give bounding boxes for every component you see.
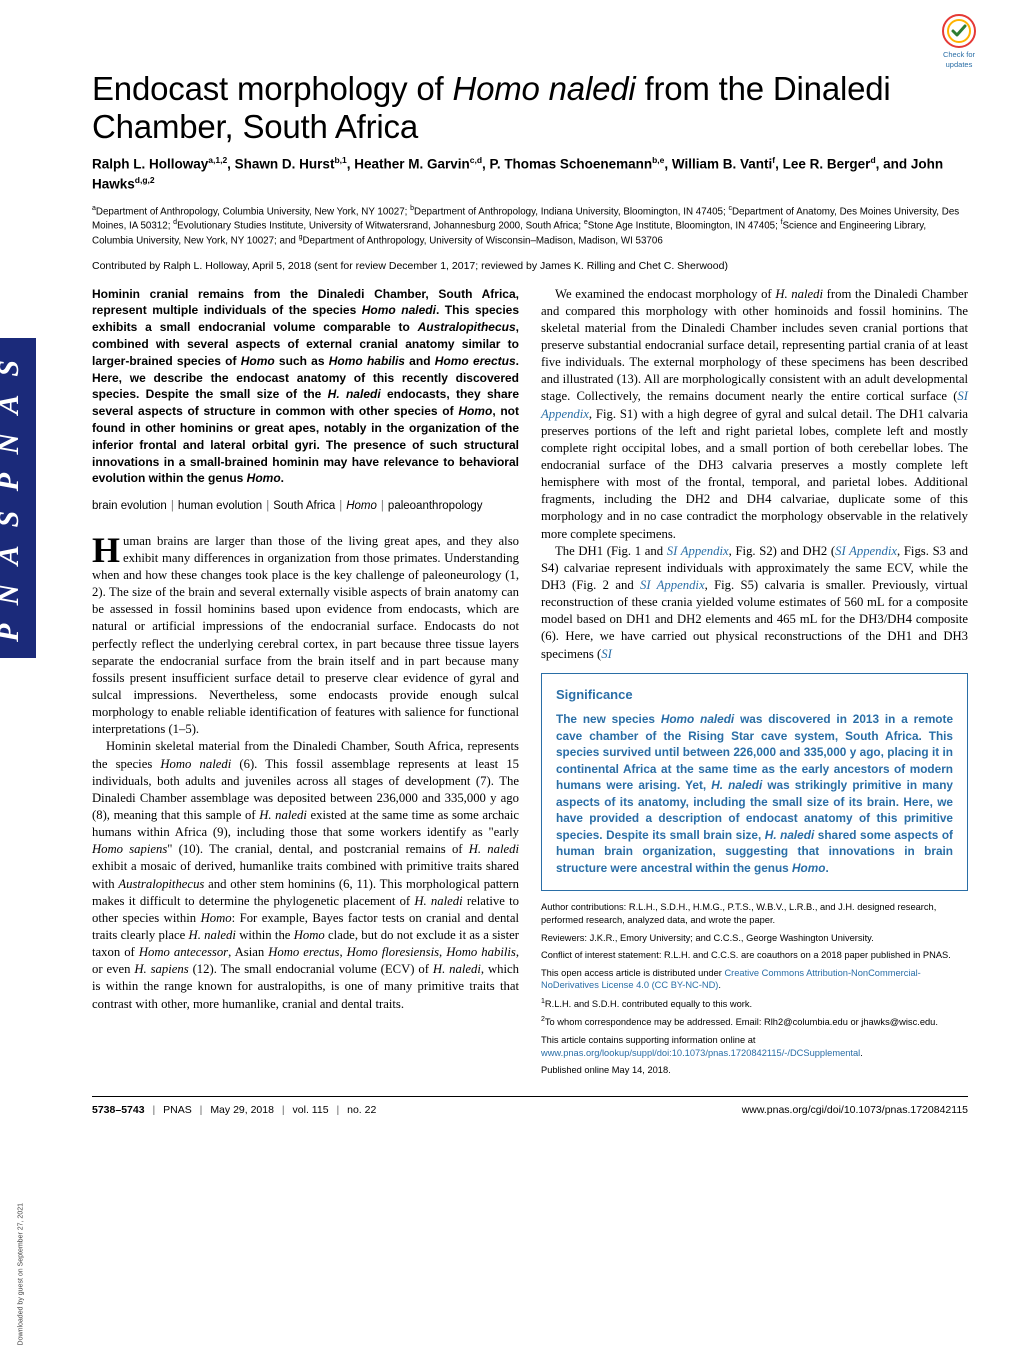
footer-left: 5738–5743 | PNAS | May 29, 2018 | vol. 1… xyxy=(92,1103,376,1117)
crossmark-icon xyxy=(942,14,976,48)
dropcap: H xyxy=(92,533,123,566)
reviewers: Reviewers: J.K.R., Emory University; and… xyxy=(541,932,968,945)
correspondence: 2To whom correspondence may be addressed… xyxy=(541,1015,968,1029)
keyword: South Africa xyxy=(273,500,335,512)
footer-vol: vol. 115 xyxy=(293,1104,329,1116)
author-list: Ralph L. Hollowaya,1,2, Shawn D. Hurstb,… xyxy=(92,154,968,194)
abstract: Hominin cranial remains from the Dinaled… xyxy=(92,286,519,488)
affiliations: aDepartment of Anthropology, Columbia Un… xyxy=(92,204,968,247)
crossmark-label-1: Check for xyxy=(936,50,982,60)
significance-text: The new species Homo naledi was discover… xyxy=(556,711,953,876)
title-part1: Endocast morphology of xyxy=(92,70,452,107)
significance-heading: Significance xyxy=(556,686,953,704)
article-title: Endocast morphology of Homo naledi from … xyxy=(92,70,968,146)
keywords: brain evolution|human evolution|South Af… xyxy=(92,499,519,515)
keyword: paleoanthropology xyxy=(388,500,483,512)
published-date: Published online May 14, 2018. xyxy=(541,1064,968,1077)
column-left: Hominin cranial remains from the Dinaled… xyxy=(92,286,519,1082)
supporting-info: This article contains supporting informa… xyxy=(541,1034,968,1059)
footer-right: www.pnas.org/cgi/doi/10.1073/pnas.172084… xyxy=(742,1103,968,1117)
page-footer: 5738–5743 | PNAS | May 29, 2018 | vol. 1… xyxy=(92,1101,968,1117)
keyword-separator: | xyxy=(167,500,178,512)
license: This open access article is distributed … xyxy=(541,967,968,992)
body-p3: We examined the endocast morphology of H… xyxy=(541,286,968,543)
keyword-separator: | xyxy=(335,500,346,512)
footer-doi: www.pnas.org/cgi/doi/10.1073/pnas.172084… xyxy=(742,1104,968,1116)
pnas-logo-strip: P N A S P N A S xyxy=(0,338,36,658)
body-p1: Human brains are larger than those of th… xyxy=(92,533,519,739)
download-note: Downloaded by guest on September 27, 202… xyxy=(17,1203,26,1345)
footer-rule xyxy=(92,1096,968,1097)
supporting-post: . xyxy=(860,1048,863,1058)
footer-journal: PNAS xyxy=(163,1104,192,1116)
footer-pagerange: 5738–5743 xyxy=(92,1104,145,1116)
body-p2: Hominin skeletal material from the Dinal… xyxy=(92,738,519,1012)
crossmark-badge[interactable]: Check for updates xyxy=(936,14,982,70)
supporting-link[interactable]: www.pnas.org/lookup/suppl/doi:10.1073/pn… xyxy=(541,1048,860,1058)
footer-no: no. 22 xyxy=(347,1104,376,1116)
keyword: brain evolution xyxy=(92,500,167,512)
equal-contribution: 1R.L.H. and S.D.H. contributed equally t… xyxy=(541,997,968,1011)
equal-text: R.L.H. and S.D.H. contributed equally to… xyxy=(545,999,752,1009)
svg-text:P N A S P N A S: P N A S P N A S xyxy=(0,354,25,643)
crossmark-label-2: updates xyxy=(936,60,982,70)
significance-box: Significance The new species Homo naledi… xyxy=(541,673,968,892)
body-p1-text: uman brains are larger than those of the… xyxy=(92,534,519,737)
supporting-pre: This article contains supporting informa… xyxy=(541,1035,755,1045)
title-ital: Homo naledi xyxy=(452,70,635,107)
column-right: We examined the endocast morphology of H… xyxy=(541,286,968,1082)
corr-text: To whom correspondence may be addressed.… xyxy=(545,1017,938,1027)
keyword-separator: | xyxy=(262,500,273,512)
footer-date: May 29, 2018 xyxy=(210,1104,274,1116)
contributed-line: Contributed by Ralph L. Holloway, April … xyxy=(92,259,968,273)
license-post: . xyxy=(718,980,721,990)
disclosures: Author contributions: R.L.H., S.D.H., H.… xyxy=(541,901,968,1076)
coi-statement: Conflict of interest statement: R.L.H. a… xyxy=(541,949,968,962)
keyword-separator: | xyxy=(377,500,388,512)
license-pre: This open access article is distributed … xyxy=(541,968,724,978)
author-contributions: Author contributions: R.L.H., S.D.H., H.… xyxy=(541,901,968,926)
body-p4: The DH1 (Fig. 1 and SI Appendix, Fig. S2… xyxy=(541,543,968,663)
keyword: Homo xyxy=(346,500,377,512)
keyword: human evolution xyxy=(178,500,262,512)
